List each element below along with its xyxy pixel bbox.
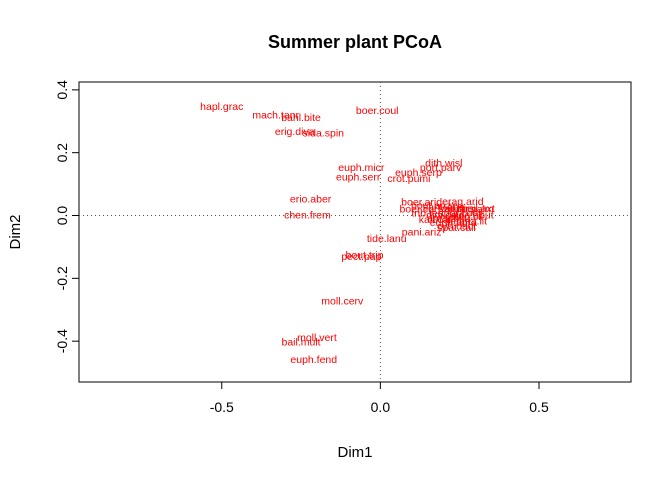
point-label: amar.blit [427, 212, 467, 224]
x-axis-ticks: -0.5 0.0 0.5 [210, 382, 549, 415]
point-label: digi.cali [426, 209, 461, 221]
y-axis-label: Dim2 [7, 214, 24, 249]
point-label: euph.serr [336, 172, 381, 184]
point-label: boer.coul [356, 105, 399, 117]
point-label: crot.pumi [387, 173, 430, 185]
point-label: chen.frem [284, 209, 331, 221]
y-tick-label: 0.2 [54, 143, 70, 163]
point-label: hapl.grac [200, 101, 243, 113]
y-axis-ticks: -0.4 -0.2 0.0 0.2 0.4 [54, 80, 79, 353]
x-tick-label: 0.0 [371, 399, 391, 415]
point-label: kall.hirs [439, 203, 475, 215]
point-label: boer.cur [399, 204, 437, 216]
point-label: port.parv [420, 162, 462, 174]
y-tick-label: 0.0 [54, 206, 70, 226]
point-label: pect.pap [341, 251, 381, 263]
point-label: spor.cont [438, 208, 481, 220]
point-label: erig.diva [275, 126, 315, 138]
point-label: tide.lanu [367, 233, 407, 245]
y-tick-label: -0.2 [54, 266, 70, 290]
y-tick-label: 0.4 [54, 80, 70, 100]
point-label: moll.cerv [321, 296, 364, 308]
point-label: cyn.dact [437, 220, 476, 232]
point-label: moll.vert [297, 332, 337, 344]
x-tick-label: -0.5 [210, 399, 234, 415]
point-label: euph.micr [338, 162, 385, 174]
point-label: erio.aber [290, 194, 332, 206]
point-label: pani.ariz [402, 227, 442, 239]
x-tick-label: 0.5 [529, 399, 549, 415]
x-axis-label: Dim1 [337, 444, 372, 461]
y-tick-label: -0.4 [54, 329, 70, 353]
chart-title: Summer plant PCoA [268, 32, 442, 52]
point-label: sida.spin [303, 128, 345, 140]
point-label: erag.cil [449, 211, 483, 223]
point-label: bout.trip [346, 249, 384, 261]
plot-frame [78, 81, 632, 383]
point-label: bahl.bite [281, 112, 321, 124]
point-label: amar.palm [445, 204, 494, 216]
point-label: bail.mult [282, 337, 321, 349]
point-label: kall.calif [419, 214, 456, 226]
point-label: sanv.abe [423, 201, 465, 213]
point-label: euph.serp [395, 167, 442, 179]
point-label: dith.wisl [425, 157, 462, 169]
point-label: trib.terr [411, 208, 445, 220]
point-label: spat.cali [437, 222, 476, 234]
point-label: setaria.lit [445, 216, 487, 228]
point-label: sida.abut [451, 209, 494, 221]
point-label: erag.arid [442, 196, 484, 208]
point-label: mach.tanr [252, 109, 299, 121]
point-label: euph.abra [430, 217, 477, 229]
point-label: euph.fend [290, 354, 337, 366]
point-label: cheil.axt [456, 203, 495, 215]
point-label: boer.arid [401, 197, 442, 209]
point-label: bout.ariz [411, 200, 451, 212]
